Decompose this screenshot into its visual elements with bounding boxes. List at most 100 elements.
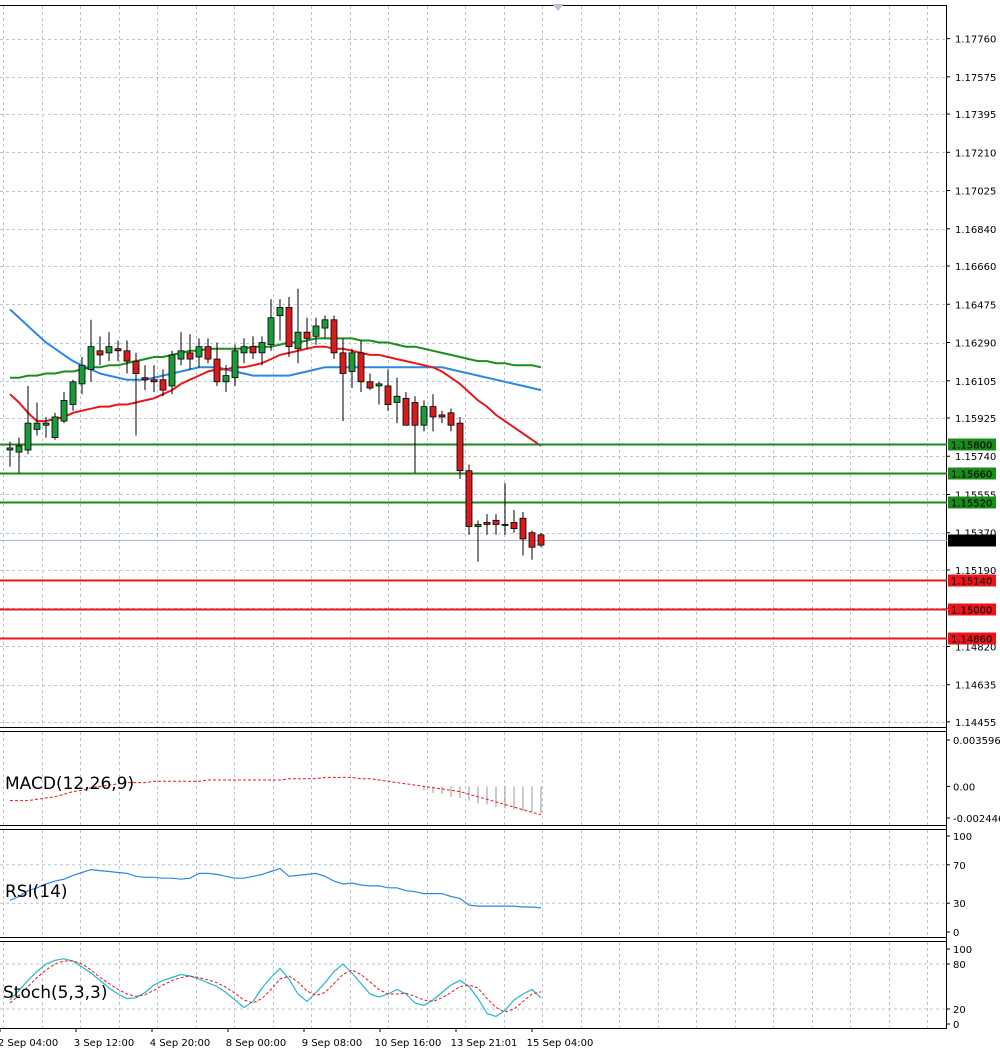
price-tick-label: 1.16105 bbox=[955, 377, 996, 388]
price-tick-label: 1.16840 bbox=[955, 225, 996, 236]
candle-body bbox=[87, 346, 95, 370]
candle-body bbox=[150, 379, 158, 383]
price-level-label: 1.15800 bbox=[951, 441, 992, 452]
time-tick-label: 9 Sep 08:00 bbox=[302, 1038, 362, 1049]
price-level-badge bbox=[948, 438, 996, 451]
price-level-label: 1.15520 bbox=[951, 499, 992, 510]
candle-body bbox=[339, 352, 347, 374]
price-level-badge bbox=[948, 603, 996, 616]
candle-body bbox=[33, 422, 41, 430]
candle-body bbox=[195, 346, 203, 358]
candles bbox=[6, 288, 545, 562]
candle-body bbox=[384, 385, 392, 405]
candle-body bbox=[159, 379, 167, 391]
candle-body bbox=[267, 317, 275, 345]
rsi-tick-label: 0 bbox=[953, 928, 959, 939]
candle-body bbox=[330, 319, 338, 354]
stoch-signal-line bbox=[9, 960, 542, 1013]
price-tick-label: 1.15555 bbox=[955, 490, 996, 501]
price-level-label: 1.15660 bbox=[951, 470, 992, 481]
candle-body bbox=[285, 306, 293, 348]
macd-label: MACD(12,26,9) bbox=[5, 774, 134, 794]
candle-body bbox=[42, 422, 50, 426]
stoch-pane: 100 80 20 0 bbox=[0, 945, 972, 1031]
candle-body bbox=[456, 422, 464, 472]
time-axis: 2 Sep 04:00 3 Sep 12:00 4 Sep 20:00 8 Sep 0… bbox=[0, 1028, 593, 1049]
candle-body bbox=[447, 412, 455, 426]
candle-body bbox=[375, 383, 383, 387]
candle-body bbox=[213, 358, 221, 383]
current-price-label: 1.15334 bbox=[951, 537, 992, 548]
candle-body bbox=[96, 350, 104, 356]
stoch-tick-label: 0 bbox=[953, 1020, 959, 1031]
time-tick-label: 4 Sep 20:00 bbox=[150, 1038, 210, 1049]
candle-body bbox=[393, 395, 401, 403]
price-level-label: 1.14860 bbox=[951, 635, 992, 646]
time-tick-label: 10 Sep 16:00 bbox=[375, 1038, 442, 1049]
price-tick-label: 1.17760 bbox=[955, 35, 996, 46]
candle-body bbox=[519, 517, 527, 540]
rsi-tick-label: 70 bbox=[953, 861, 966, 872]
price-tick-label: 1.16475 bbox=[955, 300, 996, 311]
candle-body bbox=[474, 524, 482, 527]
rsi-pane: 100 70 30 0 bbox=[0, 832, 972, 939]
candle-body bbox=[276, 306, 284, 317]
price-level-badge bbox=[948, 574, 996, 587]
price-level-label: 1.15140 bbox=[951, 577, 992, 588]
moving-averages bbox=[9, 308, 542, 447]
scroll-marker-icon[interactable] bbox=[552, 4, 564, 11]
candle-body bbox=[177, 350, 185, 360]
candle-body bbox=[51, 416, 59, 439]
candle-body bbox=[483, 521, 491, 525]
candle-body bbox=[15, 445, 23, 453]
macd-signal-line bbox=[10, 776, 542, 816]
macd-tick-label: 0.00 bbox=[953, 782, 975, 793]
candle-body bbox=[231, 350, 239, 379]
macd-pane: 0.003596 0.00 -0.002446 bbox=[10, 736, 1000, 825]
candle-body bbox=[222, 375, 230, 383]
candle-body bbox=[294, 331, 302, 350]
rsi-tick-label: 30 bbox=[953, 899, 966, 910]
time-tick-label: 3 Sep 12:00 bbox=[74, 1038, 134, 1049]
candle-body bbox=[402, 397, 410, 426]
price-tick-label: 1.14455 bbox=[955, 718, 996, 729]
moving-average-line bbox=[9, 308, 542, 392]
price-tick-label: 1.17025 bbox=[955, 187, 996, 198]
price-tick-label: 1.14820 bbox=[955, 642, 996, 653]
macd-tick-label: -0.002446 bbox=[953, 814, 1000, 825]
candle-body bbox=[141, 377, 149, 381]
candle-body bbox=[411, 402, 419, 426]
price-tick-label: 1.17395 bbox=[955, 110, 996, 121]
stoch-tick-label: 100 bbox=[953, 945, 972, 956]
candle-body bbox=[240, 346, 248, 354]
price-level-label: 1.15000 bbox=[951, 606, 992, 617]
candle-body bbox=[492, 519, 500, 525]
candle-body bbox=[528, 532, 536, 548]
candle-body bbox=[348, 352, 356, 372]
candle-body bbox=[114, 348, 122, 352]
candle-body bbox=[249, 346, 257, 354]
price-tick-label: 1.16660 bbox=[955, 262, 996, 273]
candle-body bbox=[321, 319, 329, 329]
level-labels: 1.15800 1.15660 1.15520 1.15140 1.15000 1.148… bbox=[948, 438, 996, 646]
stoch-tick-label: 20 bbox=[953, 1005, 966, 1016]
price-tick-label: 1.15370 bbox=[955, 529, 996, 540]
candle-body bbox=[186, 352, 194, 360]
price-tick-label: 1.16290 bbox=[955, 339, 996, 350]
price-tick-label: 1.15740 bbox=[955, 452, 996, 463]
candle-body bbox=[420, 406, 428, 426]
price-tick-label: 1.14635 bbox=[955, 681, 996, 692]
moving-average-line bbox=[10, 337, 542, 379]
stoch-tick-label: 80 bbox=[953, 960, 966, 971]
price-level-badge bbox=[948, 467, 996, 480]
candle-body bbox=[366, 381, 374, 389]
candle-body bbox=[357, 352, 365, 383]
price-level-badge bbox=[948, 632, 996, 645]
candle-body bbox=[204, 346, 212, 360]
candle-body bbox=[429, 406, 437, 418]
stoch-label: Stoch(5,3,3) bbox=[3, 983, 108, 1003]
candle-body bbox=[69, 381, 77, 405]
candle-body bbox=[312, 325, 320, 337]
